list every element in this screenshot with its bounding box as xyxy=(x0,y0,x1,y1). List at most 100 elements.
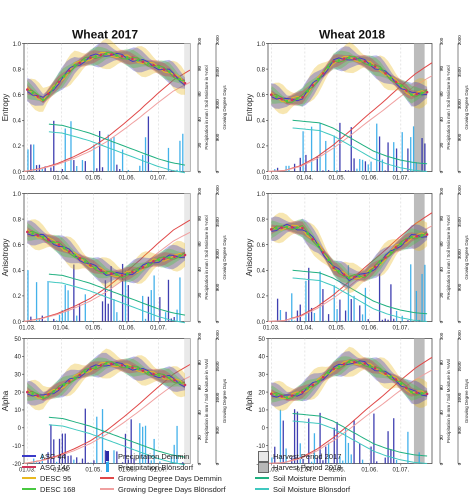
data-point xyxy=(26,88,29,91)
precip-bar-demmin xyxy=(339,122,341,172)
legend-soil-demmin-swatch xyxy=(255,477,269,479)
data-point xyxy=(68,250,71,253)
gdd-tick-label: 0 xyxy=(215,320,220,323)
y-axis-label: Entropy xyxy=(1,94,10,122)
precip-bar-demmin xyxy=(390,284,392,322)
precip-tick-label: 60 xyxy=(197,241,202,247)
data-point xyxy=(368,364,372,368)
precip-bar-blonsdorf xyxy=(90,320,92,322)
x-tick-label: 01.06. xyxy=(361,326,378,332)
data-point xyxy=(26,230,29,234)
precip-bar-demmin xyxy=(35,165,38,172)
x-tick-label: 01.05. xyxy=(85,176,102,182)
precip-bar-blonsdorf xyxy=(376,123,378,172)
precip-tick-label: 100 xyxy=(197,332,202,340)
precip-bar-demmin xyxy=(61,169,64,172)
soil-blonsdorf-line xyxy=(48,424,186,466)
precip-bar-blonsdorf xyxy=(327,442,330,464)
precip-bar-demmin xyxy=(350,299,352,322)
precip-bar-blonsdorf xyxy=(84,294,86,322)
data-point xyxy=(115,273,118,276)
data-point xyxy=(73,376,76,380)
precip-bar-blonsdorf xyxy=(313,170,316,172)
data-point xyxy=(332,367,335,371)
data-point xyxy=(327,371,330,375)
x-tick-label: 01.06. xyxy=(119,326,136,332)
panel-2-0: -20 -10 0 10 20 30 40 50 Alpha 0 20 40 60 80 100 Precip… xyxy=(1,330,227,474)
data-point xyxy=(162,257,166,261)
data-point xyxy=(62,246,66,250)
precip-bar-blonsdorf xyxy=(336,309,338,322)
precip-bar-blonsdorf xyxy=(410,264,412,322)
precip-bar-blonsdorf xyxy=(421,273,423,322)
data-point xyxy=(141,369,145,372)
y-axis-label: Anisotropy xyxy=(245,239,254,277)
precip-bar-demmin xyxy=(421,138,423,172)
data-point xyxy=(152,372,155,376)
precip-bar-demmin xyxy=(78,462,81,464)
x-tick-label: 01.07. xyxy=(392,326,409,332)
legend-precip-demmin-swatch xyxy=(106,451,109,461)
precip-tick-label: 80 xyxy=(197,215,202,221)
soil-blonsdorf-line xyxy=(48,131,186,174)
precip-bar-demmin xyxy=(55,170,58,172)
precip-bar-blonsdorf xyxy=(356,320,358,322)
gdd-axis-label: Growing Degree Days xyxy=(222,378,227,423)
data-point xyxy=(68,380,71,383)
gdd-axis-label: Growing Degree Days xyxy=(222,235,227,280)
precip-bar-blonsdorf xyxy=(142,155,144,172)
precip-axis-label: Precipitation in mm / Soil Moisture in %… xyxy=(446,359,451,443)
precip-bar-demmin xyxy=(296,310,299,322)
x-tick-label: 01.05. xyxy=(329,326,346,332)
panel-2-1: -20-1001020304050Alpha020406080100Precip… xyxy=(245,330,469,474)
data-point xyxy=(120,274,124,277)
data-point xyxy=(157,258,161,262)
legend-precip-demmin-label: Precipitation Demmin xyxy=(118,451,190,461)
data-point xyxy=(36,95,40,98)
data-point xyxy=(358,361,361,365)
precip-bar-blonsdorf xyxy=(367,164,369,172)
x-tick-label: 01.03. xyxy=(19,468,36,474)
data-point xyxy=(389,375,393,378)
precip-bar-blonsdorf xyxy=(113,450,115,464)
data-point xyxy=(405,386,408,390)
data-point xyxy=(162,68,166,71)
gdd-tick-label: 500 xyxy=(457,426,462,434)
precip-bar-demmin xyxy=(327,170,330,172)
gdd-tick-label: 1000 xyxy=(457,392,462,403)
legend-soil-demmin-label: Soil Moisture Demmin xyxy=(273,473,347,483)
gdd-tick-label: 1500 xyxy=(457,217,462,228)
data-point xyxy=(379,67,382,71)
data-point xyxy=(415,234,418,238)
precip-bar-blonsdorf xyxy=(164,312,167,322)
plot-frame xyxy=(267,193,433,322)
data-point xyxy=(125,365,129,368)
data-point xyxy=(152,260,155,263)
data-point xyxy=(353,57,356,61)
precip-bar-blonsdorf xyxy=(139,165,141,172)
data-point xyxy=(173,255,176,258)
gdd-tick-label: 1000 xyxy=(215,99,220,110)
data-point xyxy=(83,58,87,62)
precip-bar-blonsdorf xyxy=(176,169,178,172)
harvest-band xyxy=(413,338,425,464)
data-point xyxy=(120,363,124,367)
x-tick-label: 01.07. xyxy=(150,468,167,474)
x-tick-label: 01.03. xyxy=(263,326,280,332)
y-tick-label: 40 xyxy=(14,355,21,361)
data-point xyxy=(342,362,346,366)
gdd-tick-label: 2000 xyxy=(457,185,462,196)
data-point xyxy=(167,70,171,73)
precip-bar-demmin xyxy=(121,462,124,464)
y-tick-label: 0.6 xyxy=(257,93,266,99)
precip-bar-demmin xyxy=(308,267,310,322)
precip-bar-demmin xyxy=(78,304,81,322)
precip-bar-demmin xyxy=(299,304,301,322)
y-tick-label: 0.8 xyxy=(13,67,22,73)
data-point xyxy=(420,91,424,95)
precip-tick-label: 60 xyxy=(439,385,444,391)
data-point xyxy=(104,52,108,56)
precip-bar-demmin xyxy=(173,317,175,322)
y-tick-label: 50 xyxy=(258,337,265,343)
precip-tick-label: 20 xyxy=(197,435,202,441)
